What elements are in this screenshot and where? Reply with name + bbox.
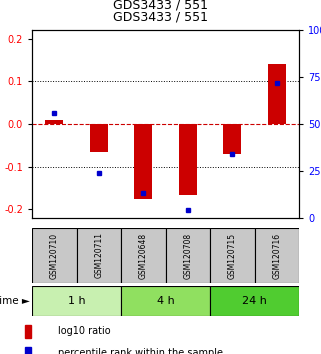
Bar	[32, 286, 121, 316]
Text: time ►: time ►	[0, 296, 30, 306]
Bar	[90, 124, 108, 152]
Text: 4 h: 4 h	[157, 296, 174, 306]
Bar	[210, 286, 299, 316]
Text: percentile rank within the sample: percentile rank within the sample	[58, 348, 223, 354]
Bar	[179, 124, 197, 194]
Bar	[121, 228, 166, 283]
Bar	[76, 228, 121, 283]
Bar	[223, 124, 241, 154]
Bar	[25, 347, 30, 354]
Text: GDS3433 / 551: GDS3433 / 551	[113, 10, 208, 23]
Bar	[268, 64, 286, 124]
Text: GSM120711: GSM120711	[94, 233, 103, 279]
Bar	[25, 325, 30, 338]
Text: GSM120716: GSM120716	[272, 233, 281, 279]
Bar	[255, 228, 299, 283]
Bar	[32, 228, 76, 283]
Text: GSM120710: GSM120710	[50, 233, 59, 279]
Text: 24 h: 24 h	[242, 296, 267, 306]
Text: GSM120708: GSM120708	[183, 233, 192, 279]
Bar	[134, 124, 152, 199]
Bar	[121, 286, 210, 316]
Text: GSM120648: GSM120648	[139, 233, 148, 279]
Text: 1 h: 1 h	[68, 296, 85, 306]
Text: log10 ratio: log10 ratio	[58, 326, 111, 336]
Text: GDS3433 / 551: GDS3433 / 551	[113, 0, 208, 12]
Bar	[210, 228, 255, 283]
Bar	[45, 120, 63, 124]
Bar	[166, 228, 210, 283]
Text: GSM120715: GSM120715	[228, 233, 237, 279]
